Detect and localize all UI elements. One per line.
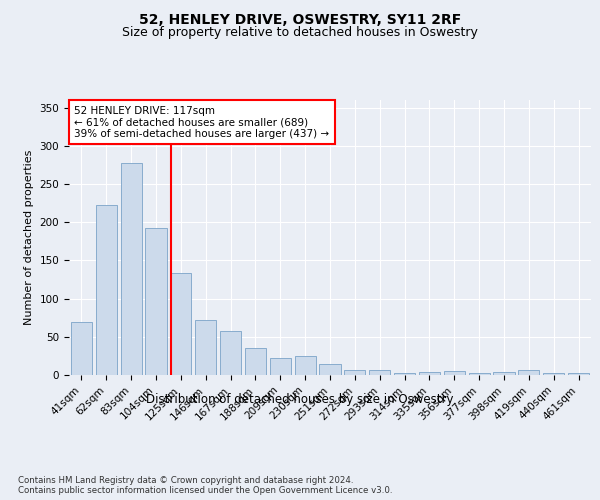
Bar	[394, 372, 415, 375]
Bar	[270, 358, 291, 375]
Bar	[469, 372, 490, 375]
Bar	[220, 332, 241, 375]
Bar	[71, 322, 92, 375]
Bar	[344, 370, 365, 375]
Text: Distribution of detached houses by size in Oswestry: Distribution of detached houses by size …	[146, 392, 454, 406]
Bar	[518, 370, 539, 375]
Bar	[369, 370, 390, 375]
Y-axis label: Number of detached properties: Number of detached properties	[24, 150, 34, 325]
Bar	[419, 372, 440, 375]
Text: Size of property relative to detached houses in Oswestry: Size of property relative to detached ho…	[122, 26, 478, 39]
Bar	[195, 320, 216, 375]
Bar	[245, 348, 266, 375]
Text: 52, HENLEY DRIVE, OSWESTRY, SY11 2RF: 52, HENLEY DRIVE, OSWESTRY, SY11 2RF	[139, 12, 461, 26]
Bar	[121, 162, 142, 375]
Bar	[170, 274, 191, 375]
Bar	[96, 206, 117, 375]
Bar	[295, 356, 316, 375]
Bar	[444, 371, 465, 375]
Bar	[568, 374, 589, 375]
Bar	[493, 372, 515, 375]
Text: 52 HENLEY DRIVE: 117sqm
← 61% of detached houses are smaller (689)
39% of semi-d: 52 HENLEY DRIVE: 117sqm ← 61% of detache…	[74, 106, 329, 138]
Bar	[145, 228, 167, 375]
Bar	[543, 374, 564, 375]
Bar	[319, 364, 341, 375]
Text: Contains HM Land Registry data © Crown copyright and database right 2024.
Contai: Contains HM Land Registry data © Crown c…	[18, 476, 392, 495]
